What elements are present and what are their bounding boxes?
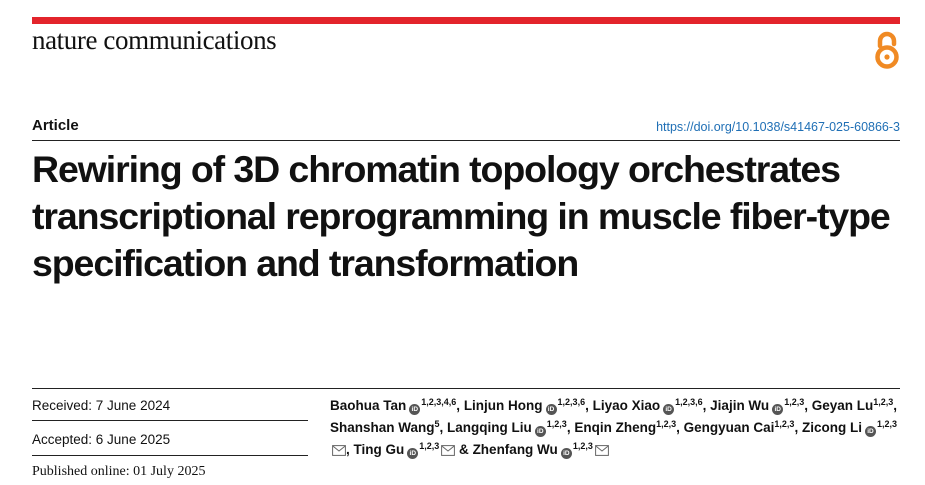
orcid-icon[interactable]: iD bbox=[663, 404, 675, 415]
author-name: Jiajin Wu bbox=[710, 398, 770, 413]
orcid-icon[interactable]: iD bbox=[864, 426, 876, 437]
author[interactable]: Baohua Tan iD1,2,3,4,6 bbox=[330, 397, 457, 415]
mail-icon[interactable] bbox=[332, 445, 346, 456]
metadata-divider bbox=[32, 388, 900, 389]
affiliation-marker: 1,2,3,6 bbox=[557, 397, 586, 407]
author-name: Enqin Zheng bbox=[574, 420, 657, 435]
author[interactable]: Linjun Hong iD1,2,3,6 bbox=[463, 397, 586, 415]
author-name: Gengyuan Cai bbox=[683, 420, 775, 435]
author[interactable]: Enqin Zheng1,2,3 bbox=[574, 419, 677, 436]
affiliation-marker: 1,2,3 bbox=[784, 397, 805, 407]
author-name: Langqing Liu bbox=[447, 420, 532, 435]
orcid-icon[interactable]: iD bbox=[407, 448, 419, 459]
mail-icon[interactable] bbox=[594, 445, 609, 456]
journal-name: nature communications bbox=[32, 25, 277, 55]
orcid-icon[interactable]: iD bbox=[560, 448, 572, 459]
author[interactable]: Shanshan Wang5 bbox=[330, 419, 440, 436]
author-name: Zhenfang Wu bbox=[472, 442, 558, 457]
published-date: Published online: 01 July 2025 bbox=[32, 464, 206, 479]
author-name: Baohua Tan bbox=[330, 398, 407, 413]
author-name: Liyao Xiao bbox=[592, 398, 661, 413]
author-name: Geyan Lu bbox=[811, 398, 874, 413]
open-access-icon bbox=[875, 31, 899, 69]
accepted-date: Accepted: 6 June 2025 bbox=[32, 432, 171, 447]
affiliation-marker: 1,2,3,6 bbox=[675, 397, 703, 407]
affiliation-marker: 1,2,3 bbox=[656, 419, 677, 429]
article-title: Rewiring of 3D chromatin topology orches… bbox=[32, 148, 891, 284]
affiliation-marker: 1,2,3 bbox=[873, 397, 894, 407]
date-divider bbox=[32, 420, 308, 421]
orcid-icon[interactable]: iD bbox=[772, 404, 784, 415]
affiliation-marker: 1,2,3 bbox=[546, 419, 567, 429]
mail-icon[interactable] bbox=[441, 445, 456, 456]
author-name: Ting Gu bbox=[353, 442, 405, 457]
date-divider bbox=[32, 455, 308, 456]
author-list: Baohua Tan iD1,2,3,4,6, Linjun Hong iD1,2,… bbox=[330, 397, 898, 459]
author-name: Shanshan Wang bbox=[330, 420, 435, 435]
journal-accent-bar bbox=[32, 17, 900, 24]
header-divider bbox=[32, 140, 900, 141]
author-name: Zicong Li bbox=[801, 420, 862, 435]
orcid-icon[interactable]: iD bbox=[545, 404, 557, 415]
author[interactable]: Gengyuan Cai1,2,3 bbox=[683, 419, 795, 436]
affiliation-marker: 1,2,3 bbox=[876, 419, 897, 429]
author[interactable]: Zhenfang Wu iD1,2,3 bbox=[472, 441, 609, 459]
author[interactable]: Zicong Li iD1,2,3 bbox=[330, 420, 897, 457]
affiliation-marker: 5 bbox=[434, 419, 440, 429]
affiliation-marker: 1,2,3 bbox=[774, 419, 795, 429]
article-type: Article bbox=[32, 117, 79, 134]
author[interactable]: Jiajin Wu iD1,2,3 bbox=[710, 397, 805, 415]
doi-link[interactable]: https://doi.org/10.1038/s41467-025-60866… bbox=[656, 120, 900, 134]
author[interactable]: Liyao Xiao iD1,2,3,6 bbox=[592, 397, 703, 415]
author-name: Linjun Hong bbox=[463, 398, 543, 413]
received-date: Received: 7 June 2024 bbox=[32, 398, 171, 413]
author[interactable]: Langqing Liu iD1,2,3 bbox=[447, 419, 567, 437]
affiliation-marker: 1,2,3,4,6 bbox=[421, 397, 457, 407]
affiliation-marker: 1,2,3 bbox=[572, 441, 593, 451]
affiliation-marker: 1,2,3 bbox=[419, 441, 440, 451]
orcid-icon[interactable]: iD bbox=[409, 404, 421, 415]
author[interactable]: Ting Gu iD1,2,3 bbox=[353, 441, 456, 459]
author[interactable]: Geyan Lu1,2,3 bbox=[811, 397, 894, 414]
orcid-icon[interactable]: iD bbox=[534, 426, 546, 437]
